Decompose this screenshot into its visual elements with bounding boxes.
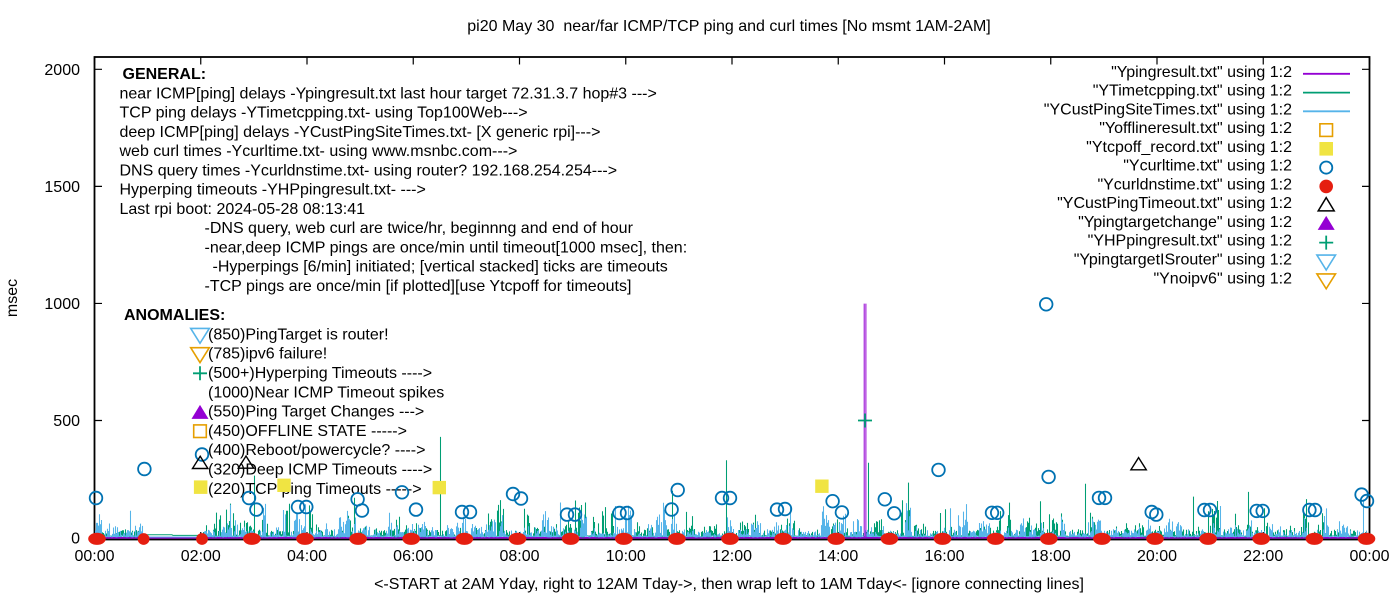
svg-text:Last rpi boot: 2024-05-28 08:1: Last rpi boot: 2024-05-28 08:13:41 <box>120 201 366 218</box>
svg-text:08:00: 08:00 <box>499 548 539 565</box>
svg-text:"Ytcpoff_record.txt" using 1:2: "Ytcpoff_record.txt" using 1:2 <box>1086 139 1292 156</box>
svg-text:04:00: 04:00 <box>287 548 327 565</box>
svg-text:500: 500 <box>53 413 80 430</box>
svg-text:<-START at 2AM Yday, right to: <-START at 2AM Yday, right to 12AM Tday-… <box>374 576 1084 593</box>
svg-text:(320)Deep ICMP Timeouts ---->: (320)Deep ICMP Timeouts ----> <box>208 462 432 479</box>
svg-text:1500: 1500 <box>44 179 80 196</box>
svg-text:"Ypingtargetchange" using 1:2: "Ypingtargetchange" using 1:2 <box>1078 214 1292 231</box>
svg-text:"Ycurldnstime.txt" using 1:2: "Ycurldnstime.txt" using 1:2 <box>1097 177 1292 194</box>
svg-text:(850)PingTarget is router!: (850)PingTarget is router! <box>208 326 389 343</box>
svg-text:DNS query times -Ycurldnstime.: DNS query times -Ycurldnstime.txt- using… <box>120 162 618 179</box>
svg-text:10:00: 10:00 <box>606 548 646 565</box>
svg-text:-Hyperpings [6/min] initiated;: -Hyperpings [6/min] initiated; [vertical… <box>213 259 668 276</box>
svg-text:"YCustPingTimeout.txt" using 1: "YCustPingTimeout.txt" using 1:2 <box>1057 195 1292 212</box>
svg-text:"YCustPingSiteTimes.txt" using: "YCustPingSiteTimes.txt" using 1:2 <box>1044 101 1292 118</box>
svg-text:ANOMALIES:: ANOMALIES: <box>124 307 225 324</box>
svg-text:(450)OFFLINE STATE ----->: (450)OFFLINE STATE -----> <box>208 423 407 440</box>
svg-text:1000: 1000 <box>44 296 80 313</box>
svg-text:msec: msec <box>4 279 21 317</box>
svg-text:22:00: 22:00 <box>1243 548 1283 565</box>
svg-text:GENERAL:: GENERAL: <box>123 66 207 83</box>
svg-text:-DNS query, web curl are twice: -DNS query, web curl are twice/hr, begin… <box>205 220 634 237</box>
svg-text:"Ynoipv6" using 1:2: "Ynoipv6" using 1:2 <box>1153 270 1292 287</box>
svg-text:web curl times -Ycurltime.txt-: web curl times -Ycurltime.txt- using www… <box>119 143 518 160</box>
svg-text:(550)Ping Target Changes --->: (550)Ping Target Changes ---> <box>208 404 424 421</box>
svg-text:06:00: 06:00 <box>393 548 433 565</box>
svg-text:"Ycurltime.txt" using 1:2: "Ycurltime.txt" using 1:2 <box>1123 158 1292 175</box>
svg-text:near ICMP[ping] delays -Ypingr: near ICMP[ping] delays -Ypingresult.txt … <box>120 86 657 103</box>
svg-text:12:00: 12:00 <box>712 548 752 565</box>
svg-text:TCP ping delays -YTimetcpping.: TCP ping delays -YTimetcpping.txt- using… <box>120 105 528 122</box>
svg-text:deep ICMP[ping] delays -YCustP: deep ICMP[ping] delays -YCustPingSiteTim… <box>120 124 601 141</box>
svg-text:"YHPpingresult.txt" using 1:2: "YHPpingresult.txt" using 1:2 <box>1088 233 1292 250</box>
svg-text:(220)TCP ping Timeouts ----->: (220)TCP ping Timeouts -----> <box>208 481 422 498</box>
svg-text:-TCP pings are once/min [if pl: -TCP pings are once/min [if plotted][use… <box>205 278 632 295</box>
svg-text:(500+)Hyperping Timeouts ---->: (500+)Hyperping Timeouts ----> <box>208 365 432 382</box>
svg-text:(1000)Near ICMP Timeout spikes: (1000)Near ICMP Timeout spikes <box>208 384 444 401</box>
svg-text:18:00: 18:00 <box>1031 548 1071 565</box>
svg-text:(400)Reboot/powercycle? ---->: (400)Reboot/powercycle? ----> <box>208 442 425 459</box>
svg-text:16:00: 16:00 <box>924 548 964 565</box>
svg-text:2000: 2000 <box>44 62 80 79</box>
svg-text:"YTimetcpping.txt" using 1:2: "YTimetcpping.txt" using 1:2 <box>1093 83 1292 100</box>
svg-text:-near,deep ICMP pings are once: -near,deep ICMP pings are once/min until… <box>205 239 688 256</box>
svg-text:00:00: 00:00 <box>1349 548 1389 565</box>
svg-text:pi20 May 30 near/far ICMP/TCP: pi20 May 30 near/far ICMP/TCP ping and c… <box>467 18 990 35</box>
svg-text:"Yofflineresult.txt" using 1:2: "Yofflineresult.txt" using 1:2 <box>1099 120 1292 137</box>
svg-text:"YpingtargetISrouter" using 1:: "YpingtargetISrouter" using 1:2 <box>1074 252 1292 269</box>
svg-text:0: 0 <box>71 530 80 547</box>
svg-text:"Ypingresult.txt" using 1:2: "Ypingresult.txt" using 1:2 <box>1111 64 1292 81</box>
svg-text:(785)ipv6 failure!: (785)ipv6 failure! <box>208 346 327 363</box>
svg-text:Hyperping timeouts -YHPpingres: Hyperping timeouts -YHPpingresult.txt- -… <box>120 182 426 199</box>
svg-text:20:00: 20:00 <box>1137 548 1177 565</box>
svg-text:14:00: 14:00 <box>818 548 858 565</box>
svg-text:02:00: 02:00 <box>181 548 221 565</box>
svg-text:00:00: 00:00 <box>74 548 114 565</box>
